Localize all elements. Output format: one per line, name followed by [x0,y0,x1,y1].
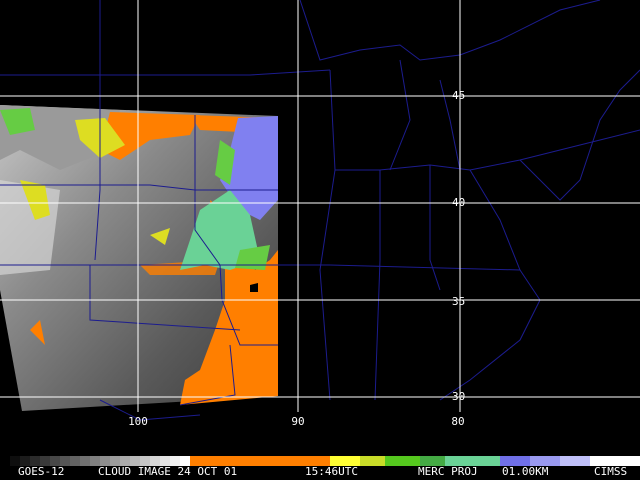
color-bar-segment [530,456,560,466]
color-bar-segment [445,456,500,466]
color-bar-segment [420,456,445,466]
lat-label: 40 [452,196,465,209]
footer-text: 15:46UTC [305,465,358,478]
lat-label: 45 [452,89,465,102]
footer-text: CLOUD IMAGE 24 OCT 01 [98,465,237,478]
color-bar-segment [0,456,10,466]
footer-text: MERC PROJ [418,465,478,478]
color-bar-segment [50,456,60,466]
lat-label: 30 [452,390,465,403]
state-borders [0,0,640,421]
color-bar-segment [560,456,590,466]
color-bar-segment [80,456,90,466]
imagery [0,105,278,411]
color-bar-segment [30,456,40,466]
color-bar-segment [130,456,140,466]
lon-label: 90 [291,415,304,428]
lat-label: 35 [452,295,465,308]
color-bar-segment [190,456,330,466]
color-bar-segment [385,456,420,466]
lon-label: 100 [128,415,148,428]
lon-labels: 100 90 80 [128,415,465,428]
color-bar-segment [590,456,640,466]
color-bar-segment [110,456,120,466]
footer: GOES-12 CLOUD IMAGE 24 OCT 01 15:46UTC M… [18,465,627,478]
color-bar-segment [90,456,100,466]
color-bar-segment [500,456,530,466]
footer-text: 01.00KM [502,465,549,478]
color-bar-segment [60,456,70,466]
color-bar-segment [330,456,360,466]
color-bar-segment [140,456,150,466]
color-bar-segment [70,456,80,466]
color-bar-segment [180,456,190,466]
footer-text: GOES-12 [18,465,64,478]
footer-text: CIMSS [594,465,627,478]
lat-labels: 45 40 35 30 [452,89,465,403]
color-bar-segment [40,456,50,466]
color-bar [0,456,640,466]
lon-label: 80 [451,415,464,428]
color-bar-segment [160,456,170,466]
graticule [0,0,640,412]
color-bar-segment [170,456,180,466]
color-bar-segment [150,456,160,466]
color-bar-segment [20,456,30,466]
color-bar-segment [360,456,385,466]
color-bar-segment [10,456,20,466]
color-bar-segment [120,456,130,466]
color-bar-segment [100,456,110,466]
